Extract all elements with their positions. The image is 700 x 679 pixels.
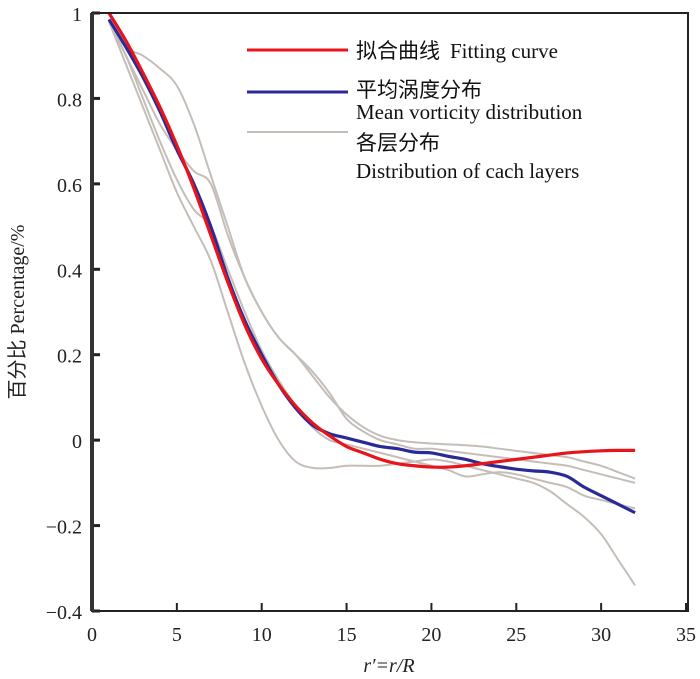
y-tick-labels: −0.4 −0.2 0 0.2 0.4 0.6 0.8 1 [46,4,82,624]
x-tick-label: 30 [591,624,611,646]
series-line-fitting-curve [107,12,636,469]
x-tick-labels: 0 5 10 15 20 25 30 35 [87,624,696,646]
y-tick-label: 0.6 [57,175,82,197]
x-tick-label: 0 [87,624,97,646]
legend-label-each-layer-zh: 各层分布 [356,131,440,155]
x-tick-label: 25 [506,624,526,646]
legend: 拟合曲线 Fitting curve 平均涡度分布 Mean vorticity… [247,39,583,183]
y-tick-label: 1 [72,4,82,26]
legend-label-fitting-curve-en: Fitting curve [450,39,558,63]
legend-label-mean-vorticity-en: Mean vorticity distribution [356,100,583,124]
x-tick-label: 35 [676,624,696,646]
y-tick-label: 0.2 [57,346,82,368]
y-axis-title: 百分比 Percentage/% [6,225,29,400]
x-tick-label: 10 [252,624,272,646]
x-tick-label: 5 [172,624,182,646]
y-tick-label: 0.4 [57,260,82,282]
x-tick-label: 15 [337,624,357,646]
y-tick-label: 0.8 [57,89,82,111]
series-line-layer-3 [108,21,636,510]
x-tick-label: 20 [421,624,441,646]
x-axis-title: r′=r/R [363,655,414,677]
y-tick-label: −0.2 [46,517,82,539]
plot-series [107,12,636,586]
series-line-layer-4 [108,21,636,586]
legend-label-fitting-curve-zh: 拟合曲线 [356,39,440,63]
series-line-mean-vorticity [107,18,636,515]
y-tick-label: 0 [72,431,82,453]
y-tick-label: −0.4 [46,602,82,624]
series-line-layer-2 [108,21,636,484]
legend-label-each-layer-en: Distribution of cach layers [356,159,579,183]
legend-label-mean-vorticity-zh: 平均涡度分布 [356,78,482,102]
